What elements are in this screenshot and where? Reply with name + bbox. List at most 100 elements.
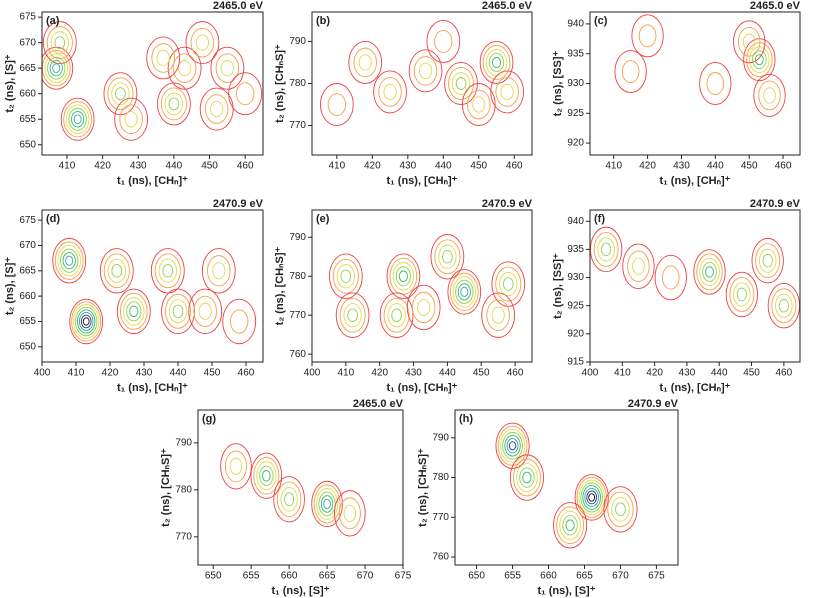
contour-line <box>771 288 797 324</box>
contour-line <box>486 299 510 331</box>
contour-line <box>71 111 85 128</box>
y-tick-label: 770 <box>432 512 449 523</box>
contour-line <box>767 282 800 329</box>
contour-line <box>284 492 295 507</box>
contour-line <box>358 54 372 71</box>
y-tick-label: 935 <box>567 244 584 255</box>
contour-line <box>65 104 90 135</box>
contour-line <box>215 53 240 83</box>
y-axis-label: t₂ (ns), [S]⁺ <box>4 257 16 316</box>
contour-line <box>584 487 599 508</box>
panel-title: 2470.9 eV <box>213 198 264 210</box>
contour-line <box>280 486 298 512</box>
x-tick-label: 400 <box>304 368 321 379</box>
x-tick-label: 440 <box>707 161 724 172</box>
contour-line <box>383 297 410 333</box>
x-tick-label: 450 <box>201 161 218 172</box>
panel-label: (g) <box>202 413 216 425</box>
contour-line <box>488 53 505 72</box>
y-tick-label: 655 <box>19 114 36 125</box>
x-tick-label: 440 <box>435 161 452 172</box>
contour-line <box>455 77 467 90</box>
contour-line <box>168 299 188 324</box>
contour-line <box>450 272 479 312</box>
contour-line <box>411 291 436 324</box>
contour-line <box>559 510 581 540</box>
contour-line <box>481 292 516 338</box>
contour-line <box>479 41 514 84</box>
y-axis-label: t₂ (ns), [S]⁺ <box>4 54 16 113</box>
contour-line <box>621 60 640 84</box>
contour-line <box>150 248 185 294</box>
contour-line <box>430 234 465 280</box>
x-tick-label: 460 <box>775 161 792 172</box>
x-tick-label: 450 <box>741 161 758 172</box>
x-tick-label: 440 <box>711 368 728 379</box>
contour-line <box>111 82 130 106</box>
x-tick-label: 660 <box>540 571 557 582</box>
contour-line <box>188 288 223 335</box>
contour-line <box>386 253 421 299</box>
contour-line <box>491 261 526 307</box>
contour-line <box>116 288 151 335</box>
contour-line <box>495 266 522 302</box>
plot-area <box>495 422 638 549</box>
contour-line <box>729 277 755 312</box>
contour-line <box>151 43 175 73</box>
contour-line <box>491 57 502 68</box>
contour-line <box>164 293 192 329</box>
contour-line <box>499 271 518 297</box>
panel: 410 420 430 440 450 460 770 780 790 t₁ (ns), [CHₙ… <box>274 0 533 187</box>
x-tick-label: 430 <box>673 161 690 172</box>
contour-line <box>654 254 687 301</box>
y-tick-label: 920 <box>567 138 584 149</box>
contour-line <box>220 60 234 77</box>
contour-line <box>516 463 538 493</box>
x-axis-label: t₁ (ns), [CHₙ]⁺ <box>660 175 731 187</box>
contour-line <box>126 301 142 322</box>
y-tick-label: 790 <box>289 232 306 243</box>
x-axis-label: t₁ (ns), [S]⁺ <box>271 585 329 597</box>
contour-line <box>229 457 243 476</box>
contour-line <box>46 26 73 60</box>
contour-line <box>316 488 339 520</box>
contour-line <box>111 264 123 278</box>
contour-line <box>597 237 615 262</box>
x-tick-label: 650 <box>468 571 485 582</box>
contour-line <box>154 253 181 289</box>
y-tick-label: 930 <box>567 78 584 89</box>
contour-line <box>123 297 145 326</box>
contour-line <box>103 72 138 116</box>
contour-line <box>588 493 596 502</box>
y-tick-label: 920 <box>567 328 584 339</box>
contour-line <box>71 301 102 342</box>
y-tick-label: 915 <box>567 357 584 368</box>
contour-line <box>395 266 411 287</box>
plot-frame <box>311 209 533 363</box>
contour-line <box>556 506 585 545</box>
contour-line <box>60 97 95 141</box>
plot-frame <box>589 11 801 156</box>
contour-line <box>706 72 725 95</box>
x-tick-label: 460 <box>506 161 523 172</box>
contour-line <box>343 504 357 523</box>
contour-line <box>601 242 612 257</box>
contour-line <box>506 438 519 454</box>
contour-line <box>391 308 402 323</box>
panel: 650 655 660 665 670 675 760 770 780 790 t₁ (ns), [… <box>417 398 679 597</box>
contour-line <box>195 34 210 51</box>
contour-line <box>42 21 77 65</box>
y-tick-label: 650 <box>19 139 36 150</box>
x-tick-label: 440 <box>170 368 187 379</box>
contour-line <box>224 450 247 483</box>
x-tick-label: 420 <box>639 161 656 172</box>
contour-line <box>168 97 180 111</box>
contour-line <box>54 36 66 50</box>
contour-line <box>328 253 363 299</box>
contour-line <box>408 49 443 93</box>
contour-line <box>146 36 181 80</box>
contour-line <box>259 465 274 486</box>
contour-line <box>434 29 453 53</box>
contour-line <box>562 515 578 536</box>
x-tick-label: 450 <box>204 368 221 379</box>
